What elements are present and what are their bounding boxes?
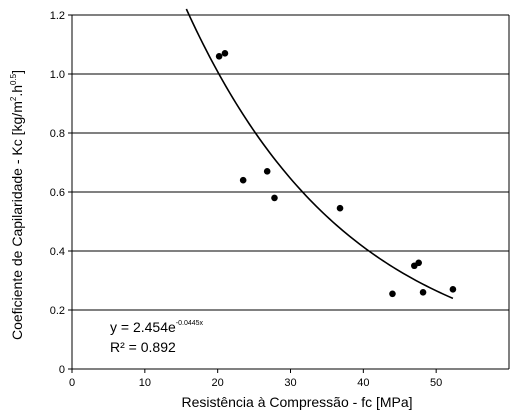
data-point (271, 194, 278, 202)
equation-exponent: -0.0445x (176, 320, 204, 327)
x-tick-label: 30 (284, 377, 296, 389)
data-point (336, 204, 344, 212)
y-tick-label: 0.2 (50, 305, 65, 317)
data-point (239, 176, 247, 184)
trendline (185, 8, 454, 300)
y-axis-title-mid: .h (9, 85, 25, 97)
y-tick-label: 0.6 (50, 187, 65, 199)
grid-lines (72, 14, 509, 311)
x-axis-title: Resistência à Compressão - fc [MPa] (181, 394, 412, 410)
y-axis-title-sup2: 0.5 (9, 73, 18, 85)
data-point (221, 50, 229, 57)
trendline-equation: y = 2.454e-0.0445x (110, 319, 204, 335)
y-axis-title-main: Coeficiente de Capilaridade - Kc [kg/m (9, 101, 25, 340)
y-axis-ticks: 0 0.2 0.4 0.6 0.8 1.0 1.2 (50, 10, 72, 376)
data-points (215, 50, 457, 298)
data-point (419, 289, 427, 296)
data-point (415, 259, 422, 267)
y-axis-title-sup1: 2 (9, 96, 18, 101)
x-axis-ticks: 0 10 20 30 40 50 (69, 369, 442, 389)
equation-base: y = 2.454e (110, 319, 176, 335)
data-point (449, 286, 457, 293)
trendline-curve (185, 8, 454, 300)
r-squared: R² = 0.892 (110, 339, 176, 355)
y-tick-label: 0.4 (50, 246, 65, 258)
x-tick-label: 10 (139, 377, 151, 389)
x-tick-label: 0 (69, 377, 75, 389)
data-point (215, 53, 223, 60)
data-point (389, 290, 396, 298)
y-axis-title-end: ] (9, 70, 25, 74)
y-tick-label: 1.2 (50, 10, 65, 22)
x-tick-label: 40 (357, 377, 369, 389)
data-point (263, 168, 271, 175)
y-tick-label: 0.8 (50, 128, 65, 140)
x-tick-label: 50 (430, 377, 442, 389)
y-axis-title: Coeficiente de Capilaridade - Kc [kg/m2.… (9, 70, 25, 340)
y-tick-label: 1.0 (50, 69, 65, 81)
y-tick-label: 0 (59, 364, 65, 376)
x-tick-label: 20 (212, 377, 224, 389)
